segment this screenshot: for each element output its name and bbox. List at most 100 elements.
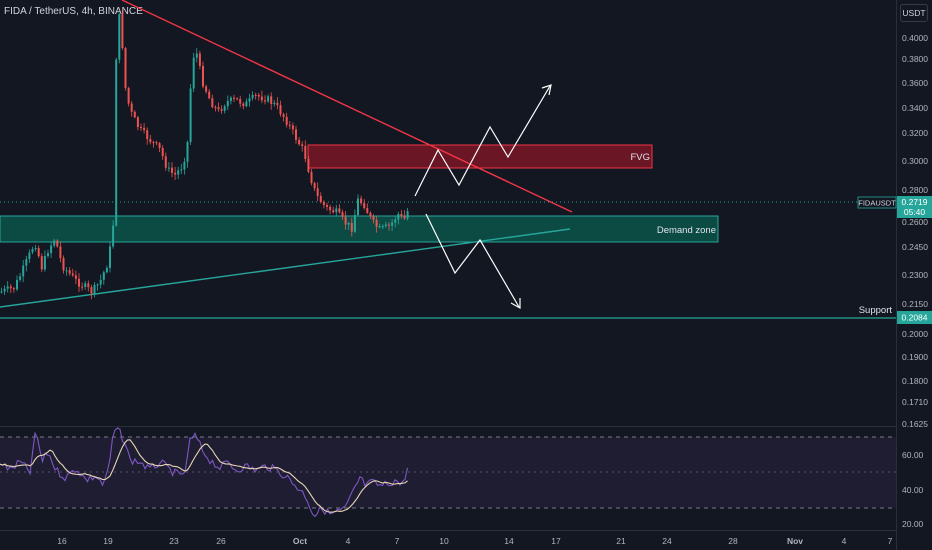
- bearish-arrow-head: [510, 298, 521, 310]
- candle-body: [90, 287, 93, 294]
- time-tick-label: 24: [662, 536, 672, 546]
- rsi-tick-label: 60.00: [902, 450, 924, 460]
- rsi-tick-label: 20.00: [902, 519, 924, 529]
- price-tick-label: 0.1625: [902, 419, 928, 429]
- candle-body: [96, 284, 99, 286]
- candle-body: [245, 101, 248, 107]
- candle-body: [285, 116, 288, 125]
- time-tick-label: 28: [728, 536, 738, 546]
- candle-body: [288, 124, 291, 126]
- candle-body: [164, 156, 167, 168]
- descending-trendline[interactable]: [121, 0, 573, 213]
- candle-body: [12, 288, 15, 290]
- rsi-tick-label: 40.00: [902, 485, 924, 495]
- candle-body: [53, 240, 56, 246]
- candle-body: [9, 286, 12, 289]
- candle-body: [16, 279, 18, 290]
- rsi-axis[interactable]: 60.00 40.00 20.00: [902, 450, 924, 529]
- bullish-arrow-head: [541, 84, 552, 96]
- candle-body: [40, 256, 43, 270]
- candle-body: [357, 198, 359, 216]
- price-tick-label: 0.1710: [902, 397, 928, 407]
- candle-body: [105, 267, 108, 273]
- candle-body: [270, 96, 273, 104]
- candle-body: [177, 170, 180, 175]
- time-axis[interactable]: 16 19 23 26 Oct 4 7 10 14 17 21 24 28 Nov 4 7: [57, 536, 892, 546]
- candle-body: [236, 98, 239, 100]
- candle-body: [155, 142, 158, 144]
- candle-body: [298, 139, 301, 145]
- candle-body: [81, 286, 84, 288]
- candle-body: [133, 111, 136, 118]
- currency-button[interactable]: USDT: [900, 4, 928, 22]
- demand-zone[interactable]: [0, 215, 719, 243]
- candle-body: [350, 222, 353, 232]
- last-price-value: 0.2719: [902, 197, 928, 207]
- candle-body: [6, 286, 9, 289]
- time-tick-label: 7: [395, 536, 400, 546]
- candle-body: [87, 283, 90, 288]
- candle-body: [149, 139, 152, 143]
- demand-zone-label: Demand zone: [657, 225, 716, 236]
- candle-body: [313, 183, 316, 189]
- candle-body: [74, 275, 77, 279]
- candle-body: [211, 98, 214, 108]
- candle-body: [189, 88, 192, 143]
- candle-body: [84, 283, 87, 287]
- candle-body: [65, 270, 68, 272]
- time-tick-label: 17: [551, 536, 561, 546]
- candle-body: [406, 210, 409, 219]
- support-label: Support: [859, 305, 893, 316]
- candle-body: [341, 212, 344, 217]
- candle-body: [19, 276, 22, 280]
- candle-body: [391, 222, 394, 226]
- candle-body: [3, 288, 6, 292]
- candle-body: [158, 143, 161, 149]
- candle-body: [301, 144, 304, 146]
- time-tick-label: 16: [57, 536, 67, 546]
- candle-body: [102, 272, 105, 280]
- price-axis[interactable]: 0.4000 0.3800 0.3600 0.3400 0.3200 0.3000 0.28…: [902, 33, 928, 429]
- candle-body: [381, 226, 384, 228]
- rsi-ma-line: [0, 439, 408, 513]
- rsi-line: [0, 427, 409, 518]
- candle-body: [372, 216, 375, 220]
- candle-body: [146, 130, 149, 140]
- candle-body: [124, 48, 127, 89]
- candle-body: [291, 125, 294, 130]
- price-tick-label: 0.3800: [902, 54, 928, 64]
- candle-body: [400, 214, 403, 216]
- candle-body: [369, 212, 372, 217]
- time-tick-label: 10: [439, 536, 449, 546]
- bearish-projection-path: [425, 213, 520, 308]
- rsi-band: [0, 437, 896, 508]
- candle-body: [242, 103, 245, 107]
- time-tick-label: 7: [888, 536, 893, 546]
- candle-body: [233, 97, 235, 99]
- candle-body: [375, 219, 378, 227]
- candle-body: [208, 91, 211, 99]
- candle-body: [310, 171, 313, 184]
- candle-body: [161, 148, 164, 157]
- candle-body: [140, 127, 142, 129]
- ascending-trendline[interactable]: [0, 228, 571, 308]
- fvg-zone[interactable]: [307, 144, 653, 169]
- candle-body: [257, 95, 260, 97]
- candle-body: [183, 161, 186, 170]
- candle-body: [217, 107, 220, 110]
- candle-body: [251, 94, 254, 99]
- candle-body: [192, 57, 195, 89]
- time-tick-label: 21: [616, 536, 626, 546]
- price-tick-label: 0.2800: [902, 185, 928, 195]
- chart-title: FIDA / TetherUS, 4h, BINANCE: [4, 6, 143, 17]
- candle-body: [130, 103, 133, 112]
- candle-body: [220, 109, 223, 111]
- candle-body: [338, 208, 341, 213]
- time-tick-label: Nov: [787, 536, 803, 546]
- candle-body: [295, 129, 297, 140]
- time-tick-label: 4: [346, 536, 351, 546]
- candle-body: [378, 226, 381, 228]
- candle-body: [59, 246, 62, 259]
- candle-body: [143, 127, 146, 131]
